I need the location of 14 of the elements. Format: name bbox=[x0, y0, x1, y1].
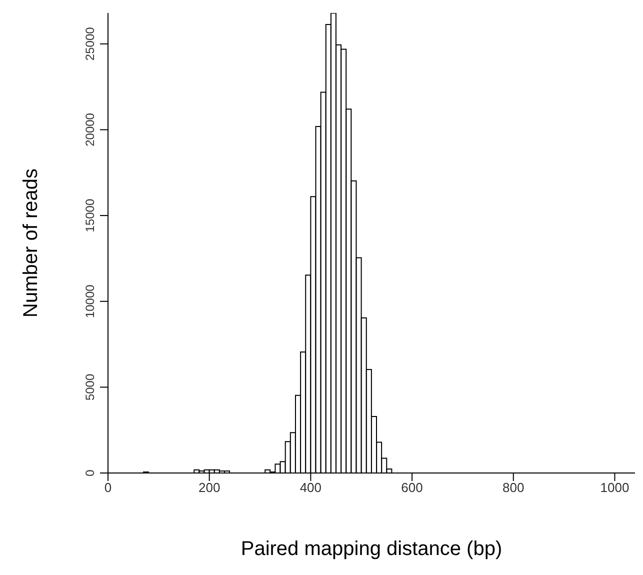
y-tick-label: 20000 bbox=[83, 112, 97, 146]
x-tick-label: 0 bbox=[104, 480, 112, 496]
x-tick-label: 400 bbox=[300, 480, 322, 496]
x-tick-label: 800 bbox=[502, 480, 524, 496]
y-tick-label: 25000 bbox=[83, 26, 97, 61]
y-tick-label: 10000 bbox=[83, 284, 97, 318]
y-axis-title: Number of reads bbox=[20, 168, 42, 318]
y-tick-label: 15000 bbox=[83, 198, 97, 232]
y-tick-label: 0 bbox=[83, 469, 97, 476]
x-axis-title: Paired mapping distance (bp) bbox=[240, 538, 502, 560]
x-tick-label: 600 bbox=[401, 480, 423, 496]
y-tick-label: 5000 bbox=[83, 374, 97, 401]
x-tick-label: 1000 bbox=[600, 480, 630, 496]
x-tick-label: 200 bbox=[198, 480, 220, 496]
